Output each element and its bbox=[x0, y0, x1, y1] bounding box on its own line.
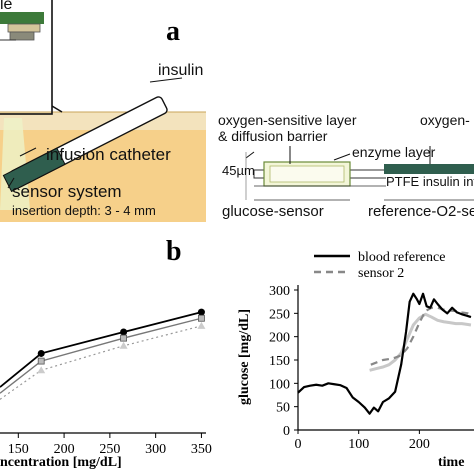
sensor-series-3-line bbox=[369, 312, 472, 372]
x-tick-label: 150 bbox=[8, 442, 29, 457]
y-axis-label-right: glucose [mg/dL] bbox=[237, 309, 252, 405]
x-tick-label: 100 bbox=[348, 437, 369, 452]
y-tick-label: 300 bbox=[269, 284, 290, 299]
x-tick-label: 350 bbox=[191, 442, 212, 457]
panel-letter-a: a bbox=[166, 16, 180, 47]
y-tick-label: 50 bbox=[276, 401, 290, 416]
data-point bbox=[37, 366, 46, 374]
data-point bbox=[198, 314, 205, 322]
blood-reference-line bbox=[297, 292, 472, 415]
x-tick-label: 250 bbox=[99, 442, 120, 457]
y-tick-label: 200 bbox=[269, 331, 290, 346]
y-tick-label: 150 bbox=[269, 354, 290, 369]
device-outline bbox=[0, 0, 53, 115]
data-point bbox=[120, 334, 127, 342]
x-axis-label-left: ncentration [mg/dL] bbox=[0, 455, 122, 470]
y-tick-label: 250 bbox=[269, 307, 290, 322]
infusion-catheter-label: infusion catheter bbox=[46, 145, 171, 164]
panel-letter-b: b bbox=[166, 236, 182, 267]
diffusion-barrier-label: & diffusion barrier bbox=[218, 128, 328, 144]
insulin-label: insulin bbox=[158, 62, 204, 79]
legend: blood reference sensor 2 bbox=[314, 250, 445, 281]
thickness-label: 45µm bbox=[222, 163, 255, 178]
x-axis-label-right: time bbox=[438, 455, 464, 470]
calibration-series-2 bbox=[0, 317, 202, 394]
legend-label-blood-reference: blood reference bbox=[358, 250, 445, 265]
label-box-green bbox=[0, 12, 44, 24]
data-point bbox=[120, 328, 128, 336]
calibration-series-3 bbox=[0, 325, 202, 400]
enzyme-layer-label: enzyme layer bbox=[352, 144, 436, 160]
oxygen-layer-label: oxygen-sensitive layer bbox=[218, 112, 357, 128]
data-point bbox=[37, 357, 45, 365]
top-label: le bbox=[0, 0, 13, 13]
x-tick-label: 300 bbox=[145, 442, 166, 457]
x-tick-label: 0 bbox=[295, 437, 302, 452]
insertion-depth-label: insertion depth: 3 - 4 mm bbox=[12, 203, 156, 218]
panel-a: le a insulin infusion catheter sensor sy… bbox=[0, 0, 474, 232]
light-cone bbox=[0, 118, 30, 210]
data-point bbox=[119, 341, 128, 349]
x-tick-label: 200 bbox=[409, 437, 430, 452]
calibration-series-1 bbox=[0, 311, 202, 388]
ptfe-label: PTFE insulin infus bbox=[386, 174, 474, 189]
reference-sensor-label: reference-O2-se bbox=[368, 203, 474, 220]
sensor-system-label: sensor system bbox=[12, 182, 122, 201]
reference-sensor-layer bbox=[384, 164, 474, 174]
sensor-cross-section bbox=[245, 146, 474, 201]
x-tick-label: 200 bbox=[54, 442, 75, 457]
insulin-pump-schematic bbox=[0, 0, 474, 222]
sensor-2-line bbox=[370, 306, 472, 366]
oxygen-layer-2-label: oxygen- bbox=[420, 112, 470, 128]
glucose-sensor-label: glucose-sensor bbox=[222, 203, 324, 220]
legend-label-sensor-2: sensor 2 bbox=[358, 266, 404, 281]
y-tick-label: 0 bbox=[283, 424, 290, 439]
data-point bbox=[37, 349, 45, 357]
data-point bbox=[197, 321, 206, 329]
data-point bbox=[197, 308, 205, 316]
y-tick-label: 100 bbox=[269, 377, 290, 392]
